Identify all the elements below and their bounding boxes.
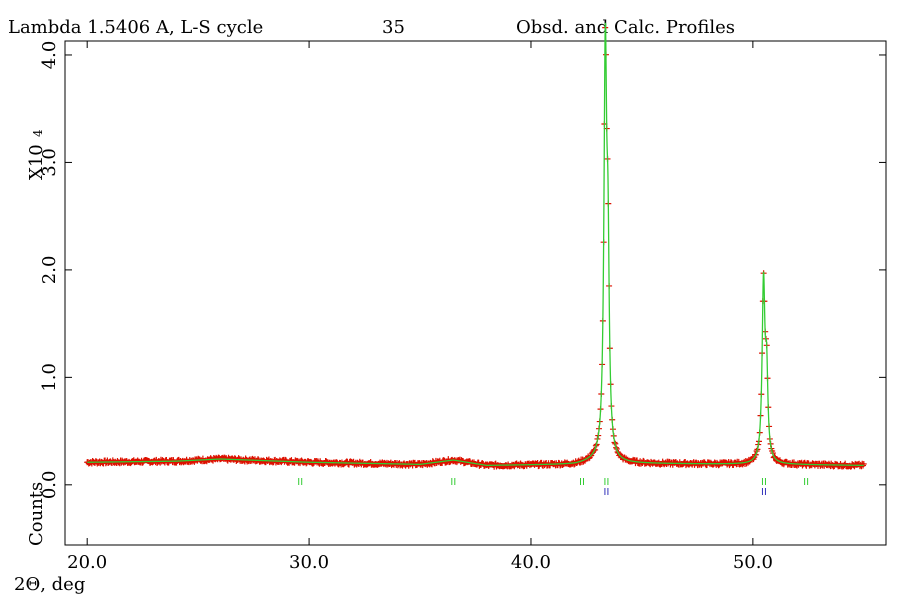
calculated-series-line: [87, 22, 864, 467]
y-axis-label: Counts: [26, 482, 47, 546]
x-tick-label: 30.0: [289, 552, 329, 573]
header-cycle: 35: [382, 17, 405, 38]
plot-frame: [64, 40, 887, 546]
y-axis: 0.0 1.0 2.0 3.0 4.0: [39, 41, 886, 499]
reflection-markers: [298, 478, 809, 495]
y-tick-label: 1.0: [39, 363, 60, 392]
y-axis-multiplier: X10: [26, 144, 47, 180]
observed-point: [860, 460, 867, 467]
y-tick-label: 4.0: [39, 41, 60, 70]
y-axis-multiplier-exponent: 4: [31, 129, 45, 137]
observed-series: [84, 24, 867, 470]
y-tick-label: 2.0: [39, 256, 60, 285]
y-tick-label: 3.0: [39, 148, 60, 177]
x-tick-label: 50.0: [733, 552, 773, 573]
x-tick-label: 40.0: [511, 552, 551, 573]
header-title: Lambda 1.5406 A, L-S cycle: [8, 17, 263, 38]
y-tick-label: 0.0: [39, 471, 60, 500]
x-axis: 20.0 30.0 40.0 50.0: [67, 41, 773, 573]
x-tick-label: 20.0: [67, 552, 107, 573]
header-profiles: Obsd. and Calc. Profiles: [516, 17, 735, 38]
x-axis-label: 2Θ, deg: [14, 574, 85, 595]
